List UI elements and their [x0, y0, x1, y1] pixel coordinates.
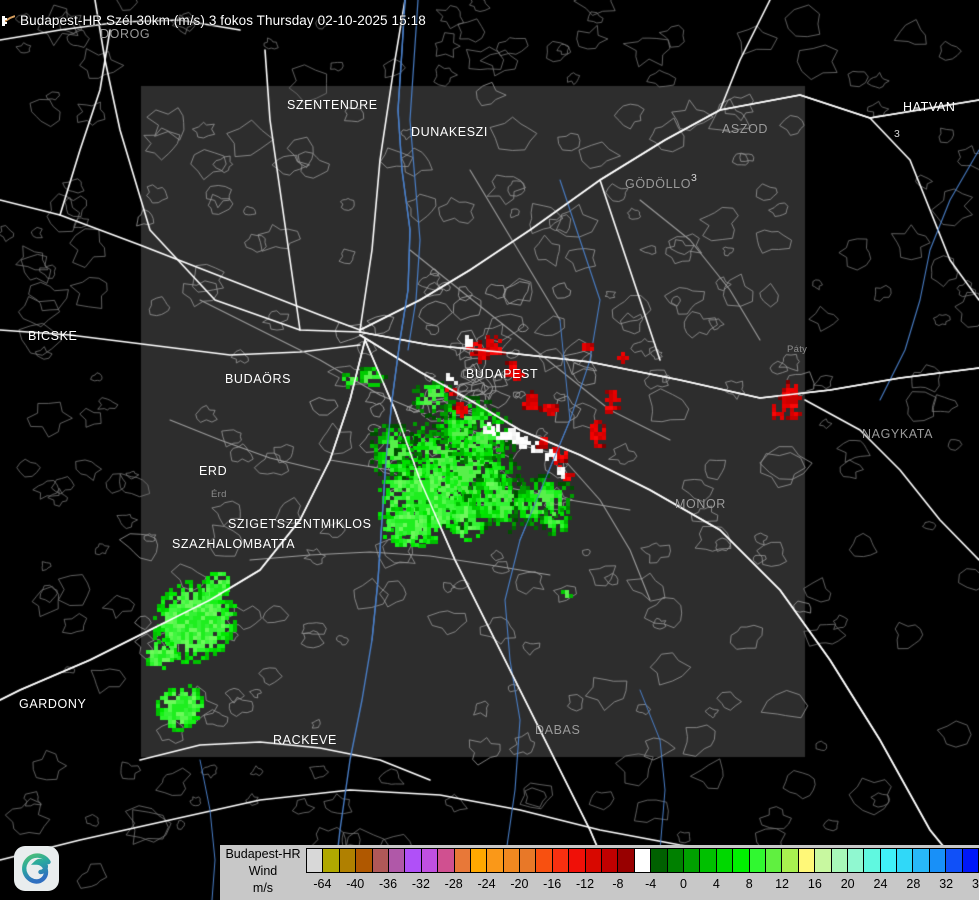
legend-cell-20	[634, 849, 652, 872]
legend-cell-9	[454, 849, 471, 872]
legend-cell-12	[503, 849, 521, 872]
legend-cell-19	[618, 849, 635, 872]
legend-tick--28: -28	[444, 877, 463, 891]
legend-tick-24: 24	[873, 877, 888, 891]
legend-tick-20: 20	[840, 877, 855, 891]
legend-cell-23	[683, 849, 701, 872]
legend-tick--4: -4	[645, 877, 657, 891]
legend-cell-10	[470, 849, 488, 872]
legend-cell-11	[487, 849, 504, 872]
legend-cell-22	[667, 849, 684, 872]
legend-tick--12: -12	[576, 877, 595, 891]
cyclone-spiral-logo[interactable]	[13, 845, 60, 892]
legend-station-label: Budapest-HR	[225, 847, 301, 861]
legend-cell-16	[569, 849, 586, 872]
legend-cell-24	[700, 849, 717, 872]
legend-tick-labels: -64 -40 -36 -32 -28 -24 -20 -16 -12 -8 -4 0 4 8 12 16 20…	[306, 874, 979, 896]
legend-caption: Budapest-HR Wind m/s	[220, 845, 306, 900]
legend-tick-28: 28	[906, 877, 921, 891]
legend-tick-0: 0	[680, 877, 688, 891]
legend-tick--40: -40	[346, 877, 365, 891]
legend-tick-4: 4	[712, 877, 720, 891]
legend-cell-36	[897, 849, 914, 872]
legend-tick--64: -64	[313, 877, 332, 891]
legend-cell-32	[831, 849, 848, 872]
legend-cell-3	[356, 849, 373, 872]
legend-cell-21	[651, 849, 668, 872]
legend-cell-30	[798, 849, 816, 872]
legend-cell-35	[880, 849, 898, 872]
legend-tick-12: 12	[775, 877, 789, 891]
legend-unit-label: m/s	[252, 881, 274, 895]
legend-cell-40	[962, 849, 979, 872]
legend-cell-8	[438, 849, 455, 872]
wind-colorbar-legend: Budapest-HR Wind m/s -64 -40 -36 -32 -28 -24-…	[220, 845, 979, 900]
legend-tick-36: 36	[972, 877, 979, 891]
legend-cell-5	[388, 849, 406, 872]
legend-cell-2	[339, 849, 357, 872]
legend-tick-8: 8	[745, 877, 753, 891]
legend-tick--24: -24	[477, 877, 496, 891]
legend-cell-18	[602, 849, 619, 872]
legend-colorbar[interactable]	[306, 848, 979, 873]
legend-cell-0	[307, 849, 324, 872]
legend-cell-25	[716, 849, 734, 872]
legend-scale: -64 -40 -36 -32 -28 -24 -20 -16 -12 -8 -4 0 4 8 12 16 20…	[306, 845, 979, 900]
legend-tick--20: -20	[510, 877, 529, 891]
legend-tick--32: -32	[411, 877, 430, 891]
legend-quantity-label: Wind	[248, 864, 278, 878]
legend-cell-17	[585, 849, 603, 872]
legend-cell-27	[749, 849, 766, 872]
legend-cell-6	[405, 849, 422, 872]
legend-tick--36: -36	[379, 877, 398, 891]
legend-tick-32: 32	[939, 877, 954, 891]
legend-cell-34	[864, 849, 881, 872]
legend-cell-31	[815, 849, 832, 872]
legend-tick--16: -16	[543, 877, 562, 891]
legend-cell-38	[929, 849, 947, 872]
legend-cell-39	[946, 849, 963, 872]
legend-cell-26	[733, 849, 750, 872]
legend-cell-15	[552, 849, 570, 872]
legend-tick-16: 16	[807, 877, 822, 891]
legend-cell-1	[323, 849, 340, 872]
legend-cell-29	[782, 849, 799, 872]
legend-cell-28	[765, 849, 783, 872]
legend-tick--8: -8	[612, 877, 624, 891]
legend-cell-7	[421, 849, 439, 872]
legend-cell-33	[847, 849, 865, 872]
legend-cell-4	[372, 849, 389, 872]
legend-cell-13	[520, 849, 537, 872]
legend-cell-37	[913, 849, 930, 872]
legend-cell-14	[536, 849, 553, 872]
